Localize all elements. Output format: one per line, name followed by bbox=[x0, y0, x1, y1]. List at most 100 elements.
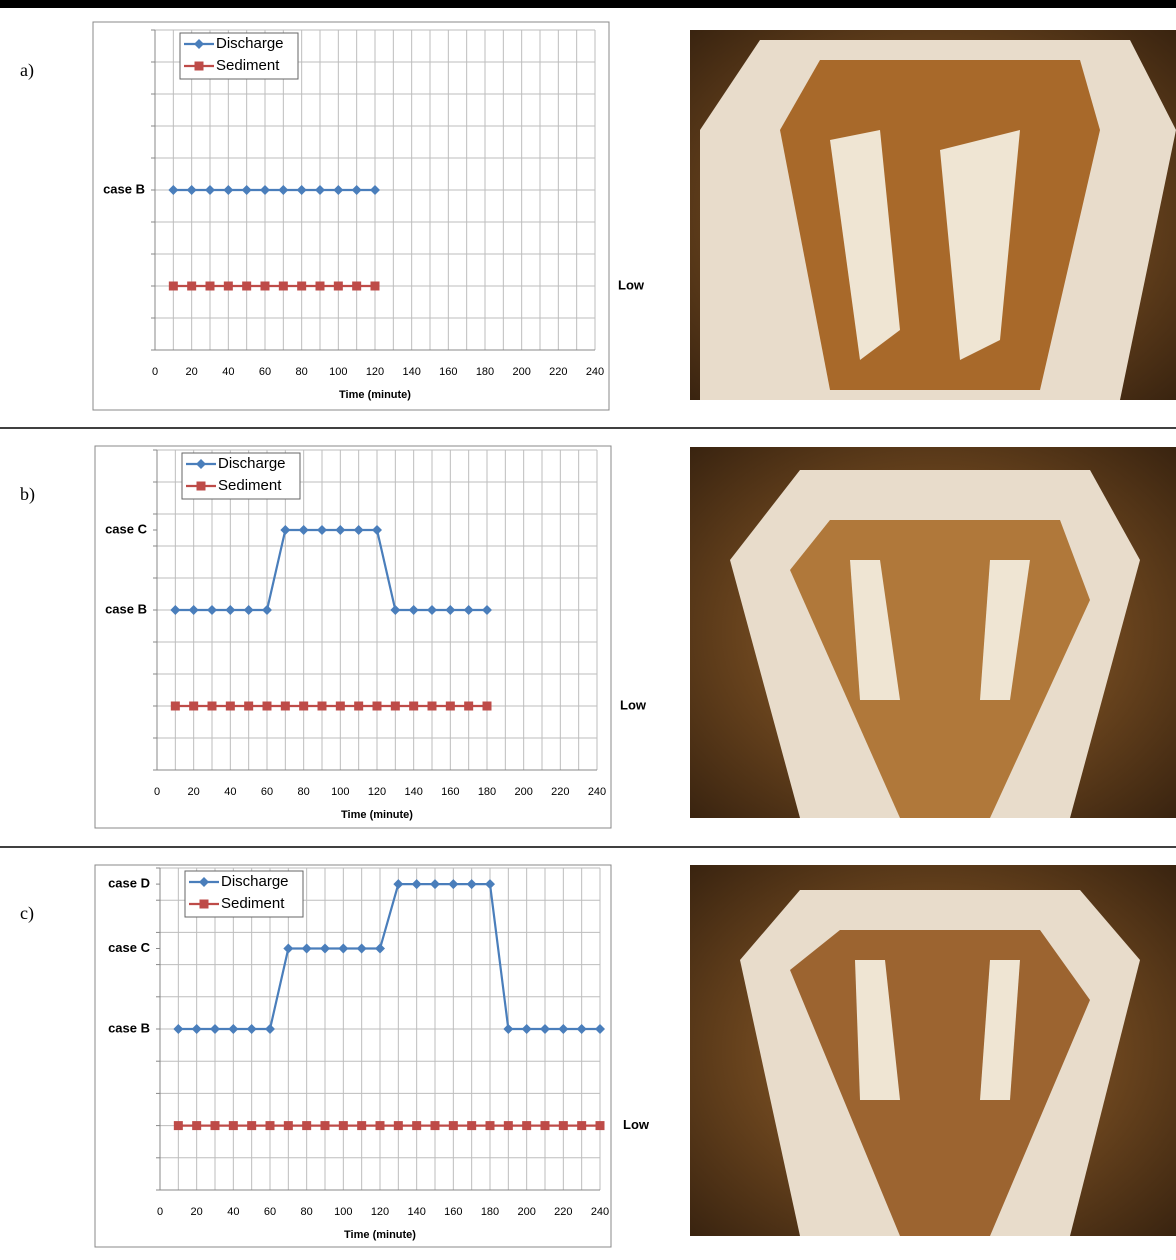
x-tick-label: 40 bbox=[222, 366, 234, 378]
y-tick-label: case B bbox=[105, 601, 147, 616]
point bbox=[205, 281, 215, 291]
point bbox=[412, 1121, 422, 1131]
x-tick-label: 180 bbox=[481, 1206, 499, 1218]
point bbox=[595, 1121, 605, 1131]
point bbox=[173, 1024, 184, 1034]
point bbox=[170, 701, 180, 711]
point bbox=[265, 1121, 275, 1131]
point bbox=[576, 1024, 587, 1034]
y-tick-label: case C bbox=[105, 521, 148, 536]
x-tick-label: 80 bbox=[298, 786, 310, 798]
x-tick-label: 100 bbox=[334, 1206, 352, 1218]
point bbox=[558, 1121, 568, 1131]
point bbox=[244, 701, 254, 711]
point bbox=[467, 1121, 477, 1131]
point bbox=[207, 605, 217, 615]
point bbox=[375, 943, 385, 954]
point bbox=[335, 701, 345, 711]
point bbox=[265, 1024, 275, 1034]
x-tick-label: 40 bbox=[224, 786, 236, 798]
x-tick-label: 160 bbox=[444, 1206, 462, 1218]
x-tick-label: 240 bbox=[588, 786, 606, 798]
point bbox=[390, 605, 401, 615]
point bbox=[168, 281, 178, 291]
point bbox=[445, 605, 456, 615]
point bbox=[338, 943, 349, 954]
point bbox=[302, 1121, 312, 1131]
point bbox=[247, 1121, 257, 1131]
point bbox=[186, 185, 197, 195]
legend-marker bbox=[196, 459, 206, 469]
point bbox=[280, 525, 291, 535]
point bbox=[296, 185, 307, 195]
x-tick-label: 180 bbox=[478, 786, 496, 798]
y-tick-label: case C bbox=[108, 940, 151, 955]
point bbox=[228, 1024, 239, 1034]
point bbox=[356, 943, 367, 954]
point bbox=[558, 1024, 569, 1034]
point bbox=[485, 879, 495, 890]
point bbox=[521, 1024, 532, 1034]
point bbox=[189, 701, 199, 711]
point bbox=[168, 185, 179, 195]
point bbox=[243, 605, 254, 615]
point bbox=[393, 1121, 403, 1131]
x-tick-label: 160 bbox=[441, 786, 459, 798]
point bbox=[485, 1121, 495, 1131]
point bbox=[352, 281, 362, 291]
point bbox=[210, 1024, 220, 1034]
x-tick-label: 200 bbox=[514, 786, 532, 798]
point bbox=[262, 605, 272, 615]
x-tick-label: 220 bbox=[549, 366, 567, 378]
x-tick-label: 220 bbox=[551, 786, 569, 798]
point bbox=[320, 1121, 330, 1131]
point bbox=[411, 879, 422, 890]
point bbox=[540, 1121, 550, 1131]
x-tick-label: 0 bbox=[154, 786, 160, 798]
x-tick-label: 20 bbox=[188, 786, 200, 798]
panel-label: a) bbox=[20, 60, 34, 81]
point bbox=[283, 943, 294, 954]
point bbox=[390, 701, 400, 711]
point bbox=[409, 701, 419, 711]
point bbox=[280, 701, 290, 711]
point bbox=[333, 185, 344, 195]
legend-label: Sediment bbox=[216, 57, 280, 74]
x-tick-label: 120 bbox=[371, 1206, 389, 1218]
photo bbox=[690, 30, 1176, 400]
point bbox=[173, 1121, 183, 1131]
x-tick-label: 80 bbox=[296, 366, 308, 378]
point bbox=[448, 1121, 458, 1131]
point bbox=[482, 701, 492, 711]
point bbox=[338, 1121, 348, 1131]
x-tick-label: 140 bbox=[402, 366, 420, 378]
point bbox=[260, 281, 270, 291]
point bbox=[301, 943, 312, 954]
point bbox=[540, 1024, 550, 1034]
legend-box bbox=[179, 32, 299, 80]
point bbox=[283, 1121, 293, 1131]
point bbox=[207, 701, 217, 711]
x-tick-label: 100 bbox=[331, 786, 349, 798]
y2-tick-label: Low bbox=[620, 697, 647, 712]
point bbox=[466, 879, 477, 890]
panel-label: c) bbox=[20, 903, 34, 924]
point bbox=[427, 605, 437, 615]
x-tick-label: 60 bbox=[264, 1206, 276, 1218]
point bbox=[262, 701, 272, 711]
point bbox=[357, 1121, 367, 1131]
point bbox=[225, 701, 235, 711]
x-tick-label: 240 bbox=[586, 366, 604, 378]
point bbox=[278, 281, 288, 291]
top-rule bbox=[0, 0, 1176, 8]
point bbox=[503, 1024, 514, 1034]
chart-frame bbox=[92, 21, 610, 411]
x-tick-label: 100 bbox=[329, 366, 347, 378]
point bbox=[372, 701, 382, 711]
point bbox=[192, 1121, 202, 1131]
point bbox=[317, 701, 327, 711]
point bbox=[430, 1121, 440, 1131]
point bbox=[205, 185, 215, 195]
point bbox=[370, 281, 380, 291]
